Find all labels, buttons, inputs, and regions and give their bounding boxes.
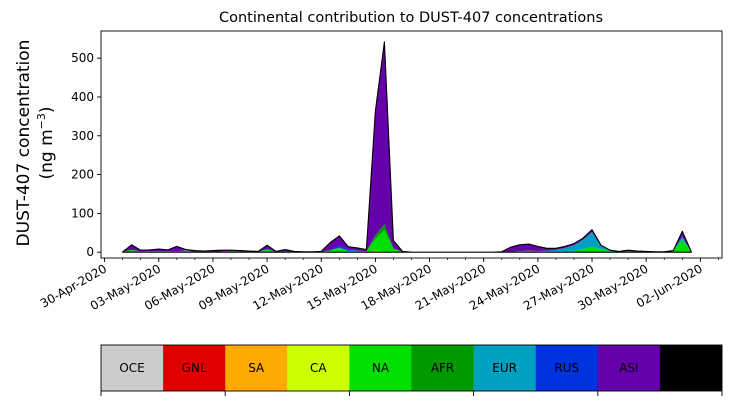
y-axis: 0 100 200 300 400 500 — [71, 51, 101, 259]
legend-swatch-asi — [597, 345, 661, 391]
legend-swatch-rus — [535, 345, 599, 391]
legend-label-asi: ASI — [619, 361, 638, 375]
legend-label-rus: RUS — [554, 361, 579, 375]
legend-swatch-oce — [101, 345, 164, 391]
y-axis-label-line1: DUST-407 concentration — [14, 40, 34, 247]
y-axis-label-unit: (ng m — [37, 129, 57, 179]
legend-swatch-aus — [659, 345, 723, 391]
total-outline — [122, 41, 692, 253]
legend-label-afr: AFR — [431, 361, 454, 375]
y-tick-label: 500 — [71, 51, 94, 65]
y-tick-label: 100 — [71, 206, 94, 220]
legend-frame — [100, 344, 723, 392]
area-asi — [122, 41, 692, 253]
legend-swatch-sa — [225, 345, 288, 391]
legend-label-ca: CA — [310, 361, 327, 375]
legend-swatch-afr — [411, 345, 474, 391]
legend-label-gnl: GNL — [182, 361, 207, 375]
legend-swatch-eur — [473, 345, 536, 391]
y-tick-label: 0 — [86, 245, 94, 259]
y-axis-label-exponent: −3 — [35, 113, 48, 129]
legend-swatch-na — [349, 345, 412, 391]
legend-label-eur: EUR — [492, 361, 517, 375]
legend-label-oce: OCE — [119, 361, 144, 375]
x-axis: 30-Apr-202003-May-202006-May-202009-May-… — [38, 258, 719, 313]
chart-title: Continental contribution to DUST-407 con… — [219, 10, 603, 26]
legend-label-sa: SA — [248, 361, 265, 375]
y-axis-label-close: ) — [37, 106, 57, 113]
stacked-areas — [122, 41, 692, 253]
area-aus — [122, 41, 692, 253]
legend-swatch-gnl — [163, 345, 226, 391]
legend-label-aus: AUS — [679, 361, 704, 375]
legend-swatch-ca — [287, 345, 350, 391]
legend-label-na: NA — [372, 361, 390, 375]
y-tick-label: 300 — [71, 129, 94, 143]
y-axis-label-line2: (ng m−3) — [35, 106, 57, 179]
y-tick-label: 200 — [71, 168, 94, 182]
y-tick-label: 400 — [71, 90, 94, 104]
legend: OCE GNL SA CA NA AFR EUR RUS ASI AUS — [100, 344, 723, 396]
plot-frame — [100, 30, 723, 259]
